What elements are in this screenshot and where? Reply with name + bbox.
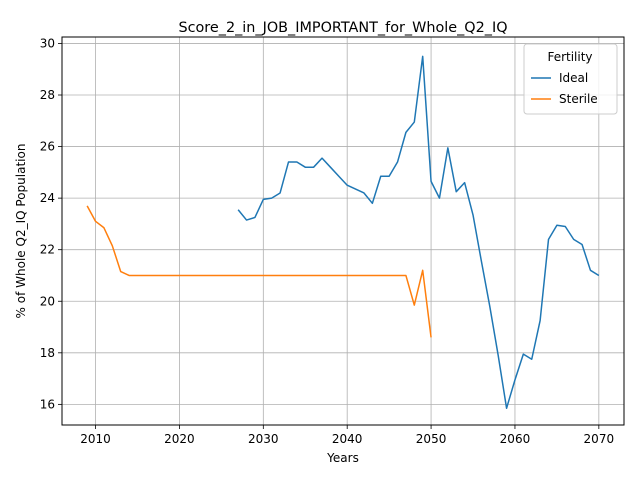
x-axis-label: Years [326, 451, 359, 465]
y-axis-label: % of Whole Q2_IQ Population [14, 144, 28, 319]
series-line-ideal [237, 55, 600, 409]
series-line-sterile [86, 205, 432, 338]
x-tick-label: 2040 [332, 432, 363, 446]
x-tick-label: 2070 [584, 432, 615, 446]
legend: Fertility Ideal Sterile [523, 43, 618, 115]
grid-lines [62, 37, 624, 425]
y-tick-label: 24 [40, 191, 55, 205]
legend-label-ideal: Ideal [559, 71, 588, 85]
chart-title: Score_2_in_JOB_IMPORTANT_for_Whole_Q2_IQ [178, 20, 507, 36]
x-tick-label: 2010 [80, 432, 111, 446]
x-axis: 2010 2020 2030 2040 2050 2060 2070 [80, 425, 614, 446]
y-tick-label: 16 [40, 397, 55, 411]
x-tick-label: 2050 [416, 432, 447, 446]
series-layer [86, 55, 600, 409]
legend-label-sterile: Sterile [559, 92, 598, 106]
y-axis: 16 18 20 22 24 26 28 30 [40, 36, 62, 411]
y-tick-label: 26 [40, 140, 55, 154]
legend-title: Fertility [547, 50, 592, 64]
x-tick-label: 2030 [248, 432, 279, 446]
x-tick-label: 2060 [500, 432, 531, 446]
plot-frame [61, 36, 625, 426]
y-tick-label: 20 [40, 294, 55, 308]
y-tick-label: 30 [40, 36, 55, 50]
legend-box [523, 43, 618, 115]
y-tick-label: 22 [40, 243, 55, 257]
y-tick-label: 28 [40, 88, 55, 102]
x-tick-label: 2020 [164, 432, 195, 446]
y-tick-label: 18 [40, 346, 55, 360]
